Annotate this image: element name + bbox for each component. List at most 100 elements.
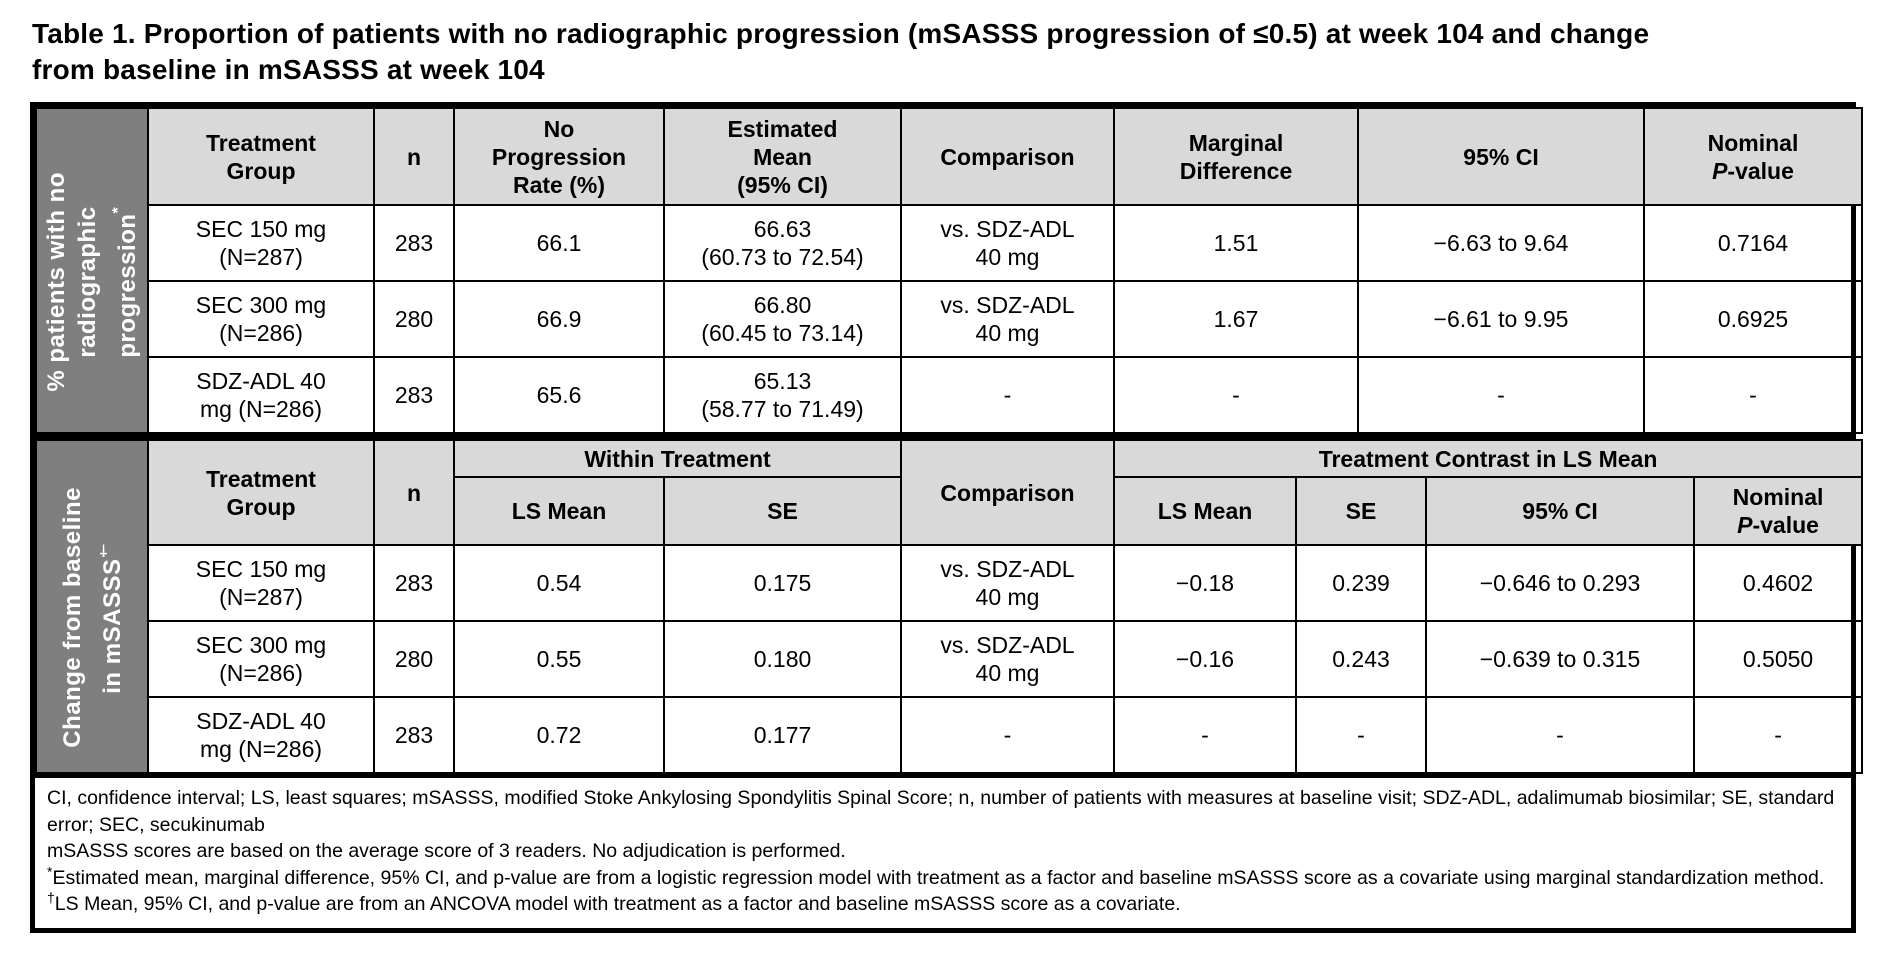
- header-within-treatment: Within Treatment: [452, 439, 903, 478]
- cell-estimated-mean: 66.63 (60.73 to 72.54): [663, 204, 902, 282]
- cell-ls-mean: 0.54: [453, 544, 665, 622]
- header-95-ci: 95% CI: [1357, 107, 1645, 206]
- cell-contrast-ls-mean: −0.18: [1113, 544, 1298, 622]
- cell-marginal-difference: 1.51: [1113, 204, 1359, 282]
- footnote-text: mSASSS scores are based on the average s…: [47, 840, 846, 862]
- footnote-text: CI, confidence interval; LS, least squar…: [47, 787, 1835, 836]
- cell-contrast-se: 0.239: [1295, 544, 1428, 622]
- cell-comparison: vs. SDZ-ADL 40 mg: [900, 544, 1116, 622]
- cell-treatment-group: SDZ-ADL 40 mg (N=286): [147, 696, 375, 774]
- nominal-label: Nominal: [1732, 484, 1824, 510]
- cell-95-ci: −6.61 to 9.95: [1357, 280, 1645, 358]
- cell-n: 280: [373, 620, 455, 698]
- cell-comparison: vs. SDZ-ADL 40 mg: [900, 620, 1116, 698]
- footnote-text: LS Mean, 95% CI, and p-value are from an…: [54, 893, 1181, 915]
- cell-comparison: vs. SDZ-ADL 40 mg: [900, 280, 1115, 358]
- cell-95-ci: −0.646 to 0.293: [1425, 544, 1696, 622]
- cell-comparison: -: [900, 356, 1115, 434]
- footnotes: CI, confidence interval; LS, least squar…: [35, 774, 1851, 928]
- header-treatment-group: Treatment Group: [147, 439, 375, 546]
- table-row: SDZ-ADL 40 mg (N=286) 283 0.72 0.177 - -…: [36, 696, 1864, 774]
- header-ls-mean-contrast: LS Mean: [1113, 476, 1298, 546]
- cell-se: 0.180: [662, 620, 903, 698]
- p-italic: P: [1737, 512, 1753, 538]
- section1-side-label: % patients with no radiographic progress…: [35, 107, 149, 434]
- section1-side-label-main: % patients with no radiographic progress…: [43, 171, 141, 392]
- cell-p-value: 0.6925: [1643, 280, 1863, 358]
- cell-treatment-group: SDZ-ADL 40 mg (N=286): [147, 356, 375, 434]
- cell-contrast-ls-mean: -: [1113, 696, 1298, 774]
- cell-p-value: -: [1693, 696, 1864, 774]
- p-rest: -value: [1727, 157, 1794, 184]
- cell-ls-mean: 0.72: [453, 696, 665, 774]
- cell-contrast-se: 0.243: [1295, 620, 1428, 698]
- cell-p-value: 0.7164: [1643, 204, 1863, 282]
- header-no-progression-rate: No Progression Rate (%): [453, 107, 665, 206]
- cell-n: 283: [373, 696, 455, 774]
- header-treatment-group: Treatment Group: [147, 107, 375, 206]
- p-rest: -value: [1752, 512, 1819, 538]
- cell-95-ci: -: [1425, 696, 1696, 774]
- footnote-abbreviations: CI, confidence interval; LS, least squar…: [47, 785, 1839, 838]
- cell-no-progression-rate: 66.9: [453, 280, 665, 358]
- cell-treatment-group: SEC 300 mg (N=286): [147, 620, 375, 698]
- p-italic: P: [1712, 157, 1728, 184]
- header-marginal-difference: Marginal Difference: [1113, 107, 1359, 206]
- table-row: SEC 300 mg (N=286) 280 66.9 66.80 (60.45…: [36, 280, 1863, 358]
- cell-n: 283: [373, 204, 455, 282]
- cell-n: 280: [373, 280, 455, 358]
- cell-marginal-difference: 1.67: [1113, 280, 1359, 358]
- table-row: SEC 300 mg (N=286) 280 0.55 0.180 vs. SD…: [36, 620, 1864, 698]
- header-n: n: [373, 107, 455, 206]
- section2-side-label-text: Change from baseline in mSASSS†: [57, 487, 128, 748]
- cell-se: 0.177: [662, 696, 903, 774]
- footnote-sup: *: [47, 863, 53, 879]
- section1-side-label-sup: *: [110, 206, 127, 213]
- cell-estimated-mean: 66.80 (60.45 to 73.14): [663, 280, 902, 358]
- table-row: SEC 150 mg (N=287) 283 66.1 66.63 (60.73…: [36, 204, 1863, 282]
- cell-n: 283: [373, 544, 455, 622]
- nominal-label: Nominal: [1707, 129, 1799, 156]
- cell-contrast-ls-mean: −0.16: [1113, 620, 1298, 698]
- cell-no-progression-rate: 65.6: [453, 356, 665, 434]
- cell-contrast-se: -: [1295, 696, 1428, 774]
- cell-p-value: 0.4602: [1693, 544, 1864, 622]
- header-estimated-mean: Estimated Mean (95% CI): [663, 107, 902, 206]
- header-ls-mean-within: LS Mean: [453, 476, 665, 546]
- section2-side-label-sup: †: [94, 541, 112, 559]
- header-comparison: Comparison: [900, 107, 1115, 206]
- cell-marginal-difference: -: [1113, 356, 1359, 434]
- footnote-asterisk: *Estimated mean, marginal difference, 95…: [47, 863, 1839, 892]
- header-n: n: [373, 439, 455, 546]
- cell-estimated-mean: 65.13 (58.77 to 71.49): [663, 356, 902, 434]
- section2-side-label-main: Change from baseline in mSASSS: [58, 487, 126, 748]
- cell-p-value: 0.5050: [1693, 620, 1864, 698]
- cell-95-ci: -: [1357, 356, 1645, 434]
- footnote-readers: mSASSS scores are based on the average s…: [47, 838, 1839, 865]
- header-95-ci: 95% CI: [1425, 476, 1696, 546]
- cell-se: 0.175: [662, 544, 903, 622]
- section1-table: % patients with no radiographic progress…: [35, 107, 1863, 434]
- section1-side-label-text: % patients with no radiographic progress…: [41, 172, 143, 392]
- page: Table 1. Proportion of patients with no …: [30, 18, 1864, 933]
- cell-comparison: -: [900, 696, 1116, 774]
- page-title: Table 1. Proportion of patients with no …: [32, 18, 1650, 85]
- section2-table: Change from baseline in mSASSS† Treatmen…: [35, 439, 1864, 774]
- cell-95-ci: −0.639 to 0.315: [1425, 620, 1696, 698]
- cell-treatment-group: SEC 150 mg (N=287): [147, 204, 375, 282]
- table-row: SDZ-ADL 40 mg (N=286) 283 65.6 65.13 (58…: [36, 356, 1863, 434]
- footnote-dagger: †LS Mean, 95% CI, and p-value are from a…: [47, 891, 1839, 918]
- header-se-contrast: SE: [1295, 476, 1428, 546]
- cell-95-ci: −6.63 to 9.64: [1357, 204, 1645, 282]
- cell-treatment-group: SEC 300 mg (N=286): [147, 280, 375, 358]
- cell-comparison: vs. SDZ-ADL 40 mg: [900, 204, 1115, 282]
- section-divider: [35, 434, 1851, 439]
- header-treatment-contrast: Treatment Contrast in LS Mean: [1113, 439, 1864, 478]
- footnote-text: Estimated mean, marginal difference, 95%…: [52, 866, 1825, 889]
- cell-no-progression-rate: 66.1: [453, 204, 665, 282]
- cell-treatment-group: SEC 150 mg (N=287): [147, 544, 375, 622]
- cell-p-value: -: [1643, 356, 1863, 434]
- footnote-sup: †: [47, 889, 55, 906]
- cell-ls-mean: 0.55: [453, 620, 665, 698]
- cell-n: 283: [373, 356, 455, 434]
